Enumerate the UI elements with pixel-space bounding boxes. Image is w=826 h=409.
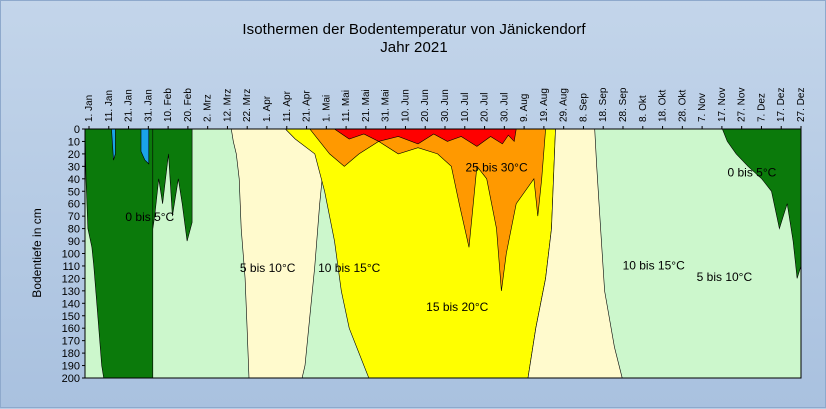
chart-title: Isothermen der Bodentemperatur von Jänic… — [242, 21, 586, 38]
x-tick-label: 20. Jun — [420, 89, 431, 122]
band-20-25-summer — [309, 128, 546, 291]
zone-label: 10 bis 15°C — [623, 259, 686, 273]
x-tick-label: 2. Mrz — [203, 94, 214, 122]
y-axis-label: Bodentiefe in cm — [30, 208, 44, 297]
zone-label: 0 bis 5°C — [125, 210, 174, 224]
zone-label: 25 bis 30°C — [465, 160, 528, 174]
x-tick-label: 20. Jul — [480, 93, 491, 122]
band-25-30-summer — [333, 128, 517, 147]
y-tick-label: 140 — [62, 298, 80, 310]
x-tick-label: 30. Jun — [440, 89, 451, 122]
zone-label: 0 bis 5°C — [727, 165, 776, 179]
x-tick-label: 10. Feb — [163, 88, 174, 122]
y-tick-label: 180 — [62, 348, 80, 360]
x-tick-label: 8. Sep — [578, 93, 589, 122]
y-tick-label: 70 — [68, 211, 80, 223]
x-tick-label: 18. Sep — [598, 87, 609, 122]
y-tick-label: 190 — [62, 361, 80, 373]
x-tick-label: 11. Jan — [104, 90, 115, 122]
y-tick-label: 80 — [68, 224, 80, 236]
x-tick-label: 22. Mrz — [242, 89, 253, 122]
x-tick-label: 1. Apr — [262, 95, 273, 122]
y-tick-label: 130 — [62, 286, 80, 298]
x-axis: 1. Jan 11. Jan 21. Jan 31. Jan 10. Feb 20. Fe… — [84, 87, 807, 129]
plot-area — [84, 128, 802, 379]
x-tick-label: 28. Sep — [618, 87, 629, 122]
x-tick-label: 10. Jul — [460, 93, 471, 122]
y-axis: 0102030405060708090100110120130140150160… — [62, 124, 85, 385]
zone-labels: 0 bis 5°C 5 bis 10°C 10 bis 15°C 15 bis 20°… — [125, 160, 776, 313]
y-tick-label: 50 — [68, 186, 80, 198]
x-tick-label: 12. Mrz — [222, 89, 233, 122]
x-tick-label: 27. Nov — [737, 88, 748, 122]
zone-label: 15 bis 20°C — [426, 300, 489, 314]
y-tick-label: 20 — [68, 149, 80, 161]
x-tick-label: 1. Mai — [321, 95, 332, 122]
x-tick-label: 29. Aug — [559, 88, 570, 122]
zone-label: 5 bis 10°C — [697, 270, 753, 284]
x-tick-label: 17. Dez — [776, 88, 787, 122]
y-tick-label: 90 — [68, 236, 80, 248]
y-tick-label: 120 — [62, 273, 80, 285]
y-tick-label: 100 — [62, 249, 80, 261]
x-tick-label: 21. Mai — [361, 89, 372, 122]
x-tick-label: 1. Jan — [84, 95, 95, 122]
zone-label: 10 bis 15°C — [318, 261, 381, 275]
y-tick-label: 160 — [62, 323, 80, 335]
x-tick-label: 11. Apr — [282, 90, 293, 122]
band-0-5-spring-tongue — [152, 128, 193, 242]
x-tick-label: 21. Jan — [124, 89, 135, 122]
x-tick-label: 9. Aug — [519, 94, 530, 122]
x-tick-label: 31. Mai — [381, 89, 392, 122]
x-tick-label: 7. Nov — [697, 93, 708, 122]
y-tick-label: 10 — [68, 136, 80, 148]
x-tick-label: 27. Dez — [796, 88, 807, 122]
x-tick-label: 18. Okt — [658, 90, 669, 122]
x-tick-label: 11. Mai — [341, 90, 352, 122]
x-tick-label: 30. Jul — [499, 93, 510, 122]
y-tick-label: 110 — [62, 261, 80, 273]
y-tick-label: 200 — [62, 373, 80, 385]
chart-subtitle: Jahr 2021 — [380, 39, 448, 56]
band-0-5-winter — [84, 128, 154, 379]
x-tick-label: 20. Feb — [183, 88, 194, 122]
y-tick-label: 170 — [62, 336, 80, 348]
x-tick-label: 7. Dez — [756, 93, 767, 122]
x-tick-label: 31. Jan — [143, 89, 154, 122]
zone-label: 5 bis 10°C — [240, 261, 296, 275]
x-tick-label: 10. Jun — [400, 89, 411, 122]
y-tick-label: 30 — [68, 161, 80, 173]
y-tick-label: 60 — [68, 199, 80, 211]
x-tick-label: 21. Apr — [302, 90, 313, 122]
y-tick-label: 40 — [68, 174, 80, 186]
y-tick-label: 150 — [62, 311, 80, 323]
x-tick-label: 28. Okt — [677, 90, 688, 122]
y-tick-label: 0 — [74, 124, 80, 136]
x-tick-label: 19. Aug — [539, 88, 550, 122]
x-tick-label: 17. Nov — [717, 88, 728, 122]
x-tick-label: 8. Okt — [638, 95, 649, 122]
